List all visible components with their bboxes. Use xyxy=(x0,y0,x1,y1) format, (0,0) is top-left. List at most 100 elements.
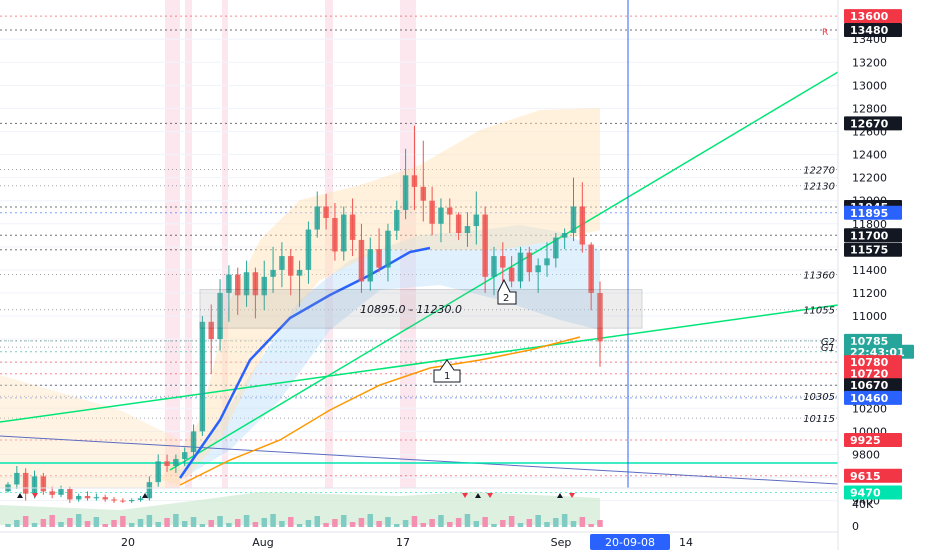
volume-bar xyxy=(14,520,20,527)
price-tag: 11575 xyxy=(844,242,902,257)
candle-body xyxy=(570,206,577,233)
candle xyxy=(137,495,144,502)
time-tick-label: 14 xyxy=(679,536,693,549)
volume-bar xyxy=(464,514,471,527)
candle xyxy=(323,193,329,230)
price-tick-label: 11400 xyxy=(852,264,887,277)
candle xyxy=(288,249,294,296)
price-tag-bg xyxy=(844,228,902,243)
trend-line-1 xyxy=(0,304,839,423)
volume-bar xyxy=(226,523,232,527)
volume-bar xyxy=(376,521,382,527)
candle xyxy=(49,486,55,499)
candle xyxy=(358,223,365,293)
candle-body xyxy=(14,472,20,485)
volume-bar xyxy=(252,522,259,527)
candle xyxy=(500,242,506,284)
candle-body xyxy=(173,459,179,466)
volume-bar xyxy=(102,524,108,527)
candle xyxy=(22,468,29,501)
candle-body xyxy=(252,272,259,296)
candle-body xyxy=(526,252,533,273)
volume-bar xyxy=(305,520,312,527)
level-label: 12130 xyxy=(803,182,835,193)
volume-bar xyxy=(22,516,29,527)
chart-annotations[interactable]: 10895.0 - 11230.0 2 1 R 12270 12130 11360 11055… xyxy=(199,28,835,425)
volume-bar xyxy=(588,524,594,527)
candle xyxy=(508,256,515,288)
candle xyxy=(93,493,100,501)
range-rectangle xyxy=(199,289,643,329)
price-tag: 10670 xyxy=(844,378,902,393)
volume-bar xyxy=(544,522,550,527)
volume-bar xyxy=(597,520,603,527)
volume-bar xyxy=(111,520,117,527)
price-axis-bg xyxy=(838,0,932,550)
ma-ribbon-orange-left xyxy=(0,375,180,488)
candle-body xyxy=(358,239,365,282)
candle-body xyxy=(349,214,356,240)
candle-body xyxy=(579,206,586,245)
volume-bar xyxy=(234,519,241,527)
candle-body xyxy=(376,249,382,268)
highlight-band xyxy=(325,0,333,488)
candle xyxy=(464,212,471,247)
signal-marker xyxy=(142,493,148,498)
candle-body xyxy=(288,256,294,276)
price-tag-label: 9925 xyxy=(850,434,881,447)
candle-body xyxy=(517,252,524,282)
candle xyxy=(40,472,47,495)
candle xyxy=(411,125,418,210)
candle xyxy=(367,237,374,291)
volume-bar xyxy=(332,519,338,527)
time-tick-label: 20 xyxy=(121,536,135,549)
candle-body xyxy=(164,461,170,466)
candle xyxy=(67,486,73,503)
candle-body xyxy=(261,276,267,296)
volume-bar xyxy=(385,517,391,527)
candle-body xyxy=(67,489,73,500)
signal-marker xyxy=(462,493,468,498)
highlight-band xyxy=(222,0,228,488)
candle-body xyxy=(181,452,188,460)
volume-bar xyxy=(75,514,82,527)
candle-body xyxy=(155,461,161,483)
range-rectangle-label: 10895.0 - 11230.0 xyxy=(360,303,462,316)
candle xyxy=(217,279,223,351)
ma-ribbon-blue xyxy=(180,225,600,480)
price-tag: 9615 xyxy=(844,468,902,483)
candle-body xyxy=(464,226,471,233)
volume-bar xyxy=(146,515,153,527)
volume-bar xyxy=(155,522,161,527)
time-tick-label: Sep xyxy=(551,536,572,549)
candle xyxy=(597,281,603,367)
callout-1-shape xyxy=(433,359,461,383)
volume-bar xyxy=(243,515,250,527)
signal-marker xyxy=(17,493,23,498)
candle-body xyxy=(40,476,47,492)
candle-body xyxy=(93,497,100,499)
candle-body xyxy=(385,230,391,268)
candle xyxy=(553,232,559,268)
price-tag-bg xyxy=(844,23,902,37)
volume-bar xyxy=(84,521,91,527)
candle-body xyxy=(208,321,214,340)
highlight-band xyxy=(165,0,180,488)
price-tag-bg xyxy=(844,433,902,448)
candle xyxy=(279,242,285,288)
candle-body xyxy=(270,269,276,277)
candle-body xyxy=(588,244,594,293)
volume-bar xyxy=(517,523,524,527)
candle-body xyxy=(146,482,153,499)
volume-bar xyxy=(500,520,506,527)
time-axis[interactable]: 20 Aug 17 Sep 20-09-08 14 xyxy=(0,531,838,550)
trend-lines[interactable] xyxy=(0,0,839,488)
volume-pane xyxy=(0,487,838,527)
candle xyxy=(102,494,108,502)
candle xyxy=(455,212,462,240)
volume-bar xyxy=(535,515,541,527)
volume-bar xyxy=(570,521,577,527)
price-axis[interactable]: 9400960098001000010200104001060010800110… xyxy=(837,0,932,550)
